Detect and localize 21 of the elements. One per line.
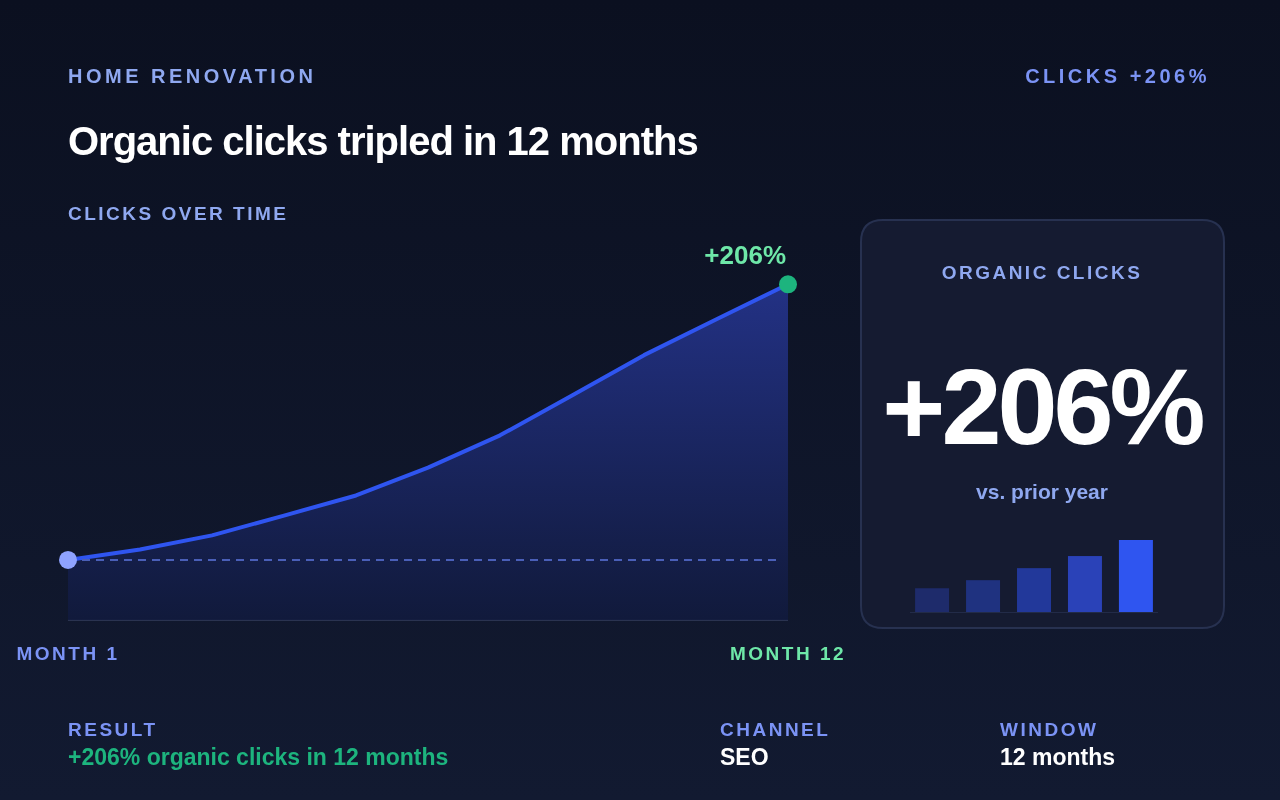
text: +206% organic clicks in 12 months [68, 744, 449, 770]
chart-subtitle: CLICKS OVER TIME [68, 203, 289, 224]
text: HOME RENOVATION [68, 65, 317, 87]
x-tick-label: MONTH 1 [16, 643, 120, 664]
text: RESULT [68, 719, 158, 740]
bar [1067, 556, 1102, 612]
bar [915, 588, 950, 612]
text: WINDOW [1000, 719, 1099, 740]
text: +206% [882, 346, 1204, 467]
text: 12 months [1000, 744, 1116, 770]
text: CHANNEL [720, 719, 831, 740]
bar [966, 580, 1001, 612]
annotation: +206% [704, 240, 786, 271]
text: SEO [720, 744, 769, 770]
bar [1017, 568, 1051, 612]
bar [1118, 540, 1153, 612]
text: vs. prior year [976, 480, 1108, 503]
x-tick-label: MONTH 12 [729, 643, 847, 664]
text: CLICKS +206% [1025, 65, 1210, 87]
text: ORGANIC CLICKS [941, 262, 1143, 283]
chart-title: Organic clicks tripled in 12 months [68, 119, 698, 163]
